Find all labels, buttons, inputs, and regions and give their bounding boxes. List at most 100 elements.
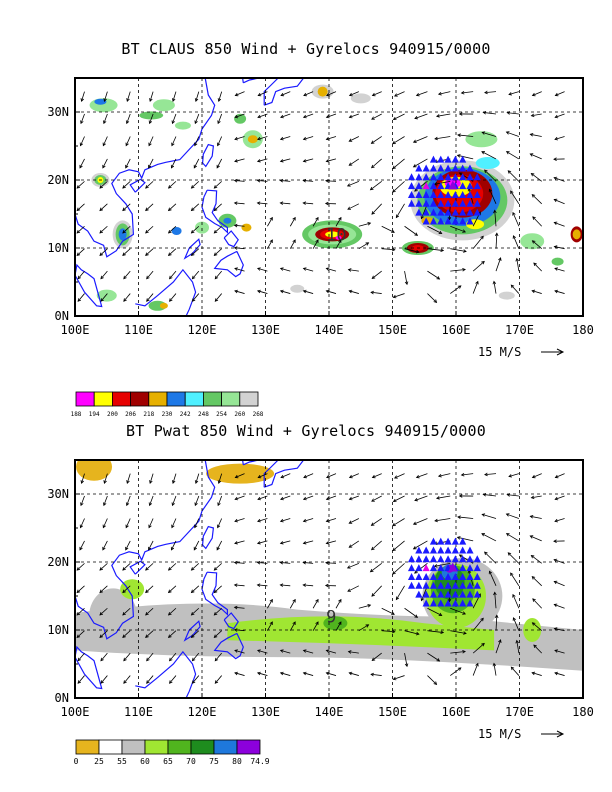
wind-vector bbox=[267, 621, 273, 631]
wind-vector-head bbox=[412, 164, 417, 168]
gyre-location-marker bbox=[437, 208, 445, 216]
wind-vector bbox=[413, 518, 428, 525]
wind-vector bbox=[125, 136, 131, 146]
latitude-label: 30N bbox=[47, 105, 69, 119]
wind-vector bbox=[427, 675, 437, 685]
wind-vector bbox=[122, 563, 131, 571]
wind-vector-head bbox=[371, 92, 376, 97]
wind-vector bbox=[145, 181, 154, 189]
wind-vector-head bbox=[102, 164, 106, 169]
gyre-location-marker bbox=[459, 182, 467, 190]
wind-vector-head bbox=[391, 247, 396, 252]
gyre-location-marker bbox=[451, 546, 459, 554]
reference-vector-arrowhead bbox=[556, 348, 565, 356]
wind-vector bbox=[234, 540, 245, 544]
wind-vector bbox=[326, 495, 337, 500]
wind-vector bbox=[303, 91, 314, 96]
wind-vector bbox=[484, 473, 497, 476]
wind-vector-head bbox=[269, 216, 273, 221]
gyre-location-marker bbox=[451, 581, 459, 589]
wind-vector bbox=[218, 91, 223, 102]
wind-vector-head bbox=[338, 239, 342, 244]
wind-vector bbox=[555, 91, 565, 96]
wind-vector-head bbox=[458, 112, 463, 116]
gyre-location-marker bbox=[444, 190, 452, 198]
wind-vector bbox=[172, 495, 177, 506]
wind-vector-head bbox=[325, 267, 330, 271]
coastline bbox=[135, 268, 197, 316]
gyre-location-marker bbox=[451, 590, 459, 598]
wind-vector-head bbox=[414, 497, 418, 502]
wind-vector bbox=[531, 290, 542, 294]
wind-vector-head bbox=[325, 649, 330, 653]
wind-vector-head bbox=[433, 299, 438, 303]
gyre-location-marker bbox=[415, 546, 423, 554]
wind-vector-head bbox=[457, 667, 462, 671]
wind-vector bbox=[289, 621, 296, 631]
wind-vector bbox=[335, 599, 342, 609]
wind-vector-head bbox=[256, 201, 261, 205]
wind-vector-head bbox=[279, 583, 284, 587]
wind-vector bbox=[146, 652, 154, 662]
wind-vector bbox=[99, 225, 108, 234]
wind-vector-head bbox=[507, 552, 512, 556]
wind-vector bbox=[371, 518, 382, 526]
wind-vector bbox=[146, 270, 154, 280]
wind-vector bbox=[195, 91, 200, 102]
wind-vector bbox=[149, 91, 154, 102]
gyre-location-marker bbox=[473, 173, 481, 181]
wind-vector-head bbox=[213, 589, 218, 594]
gyre-location-marker bbox=[451, 217, 459, 225]
wind-vector bbox=[427, 225, 442, 234]
wind-vector bbox=[393, 113, 405, 120]
wind-vector-head bbox=[530, 113, 535, 118]
wind-vector bbox=[303, 672, 314, 676]
wind-vector-head bbox=[348, 496, 353, 501]
colorbar-label: 25 bbox=[94, 757, 104, 766]
wind-vector bbox=[484, 169, 497, 182]
wind-vector bbox=[483, 494, 497, 497]
wind-vector-head bbox=[346, 565, 351, 569]
wind-vector bbox=[280, 91, 291, 96]
wind-vector-head bbox=[279, 289, 284, 294]
cloud-field-blob bbox=[335, 235, 342, 240]
wind-vector-head bbox=[194, 502, 198, 507]
wind-vector bbox=[326, 113, 337, 118]
wind-vector bbox=[303, 113, 314, 118]
gyre-location-marker bbox=[444, 217, 452, 225]
wind-vector-head bbox=[392, 116, 397, 121]
wind-vector-head bbox=[279, 201, 284, 205]
wind-vector-head bbox=[167, 589, 172, 594]
gyre-location-marker bbox=[429, 199, 438, 207]
wind-vector bbox=[427, 607, 442, 616]
coastline bbox=[201, 571, 228, 616]
wind-vector-head bbox=[191, 680, 196, 684]
wind-vector-head bbox=[79, 142, 84, 147]
wind-vector-head bbox=[370, 672, 375, 677]
wind-vector-head bbox=[440, 630, 445, 635]
wind-vector-head bbox=[123, 298, 127, 302]
gyre-location-marker bbox=[429, 173, 438, 181]
wind-vector bbox=[513, 617, 520, 631]
wind-vector-head bbox=[531, 576, 536, 580]
gyre-location-marker bbox=[422, 546, 430, 554]
wind-vector-head bbox=[233, 201, 238, 205]
wind-vector-head bbox=[437, 473, 442, 478]
wind-vector-head bbox=[505, 533, 510, 537]
wind-vector bbox=[554, 267, 565, 272]
wind-vector-head bbox=[149, 480, 153, 484]
wind-vector-head bbox=[122, 589, 126, 594]
colorbar-label: 248 bbox=[198, 411, 209, 418]
wind-vector bbox=[416, 473, 428, 478]
wind-vector bbox=[530, 535, 542, 542]
gyre-location-marker bbox=[473, 182, 481, 190]
gyre-location-marker bbox=[444, 572, 452, 580]
wind-vector-head bbox=[280, 496, 284, 501]
wind-vector bbox=[531, 173, 542, 182]
wind-vector bbox=[434, 562, 451, 567]
wind-vector-head bbox=[456, 536, 461, 540]
coastline bbox=[135, 650, 197, 698]
wind-vector-head bbox=[103, 120, 107, 125]
wind-vector bbox=[234, 584, 245, 587]
wind-vector-head bbox=[553, 627, 558, 631]
